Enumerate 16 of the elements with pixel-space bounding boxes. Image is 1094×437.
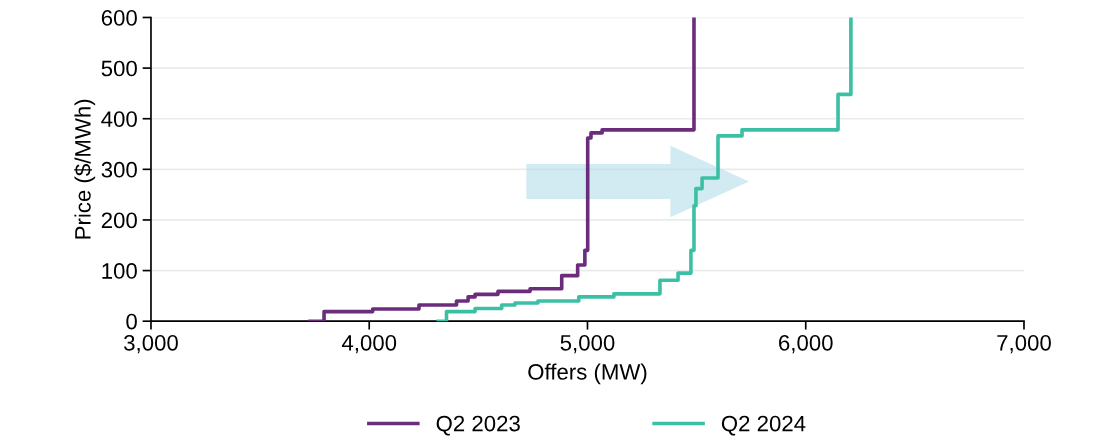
x-tick-label: 3,000 (124, 334, 178, 354)
x-tick-label: 7,000 (997, 334, 1051, 354)
y-axis-title: Price ($/MWh) (74, 99, 96, 239)
y-tick-label: 0 (126, 313, 137, 330)
y-tick-label: 600 (101, 10, 137, 26)
y-tick-label: 100 (102, 263, 137, 279)
y-tick-label: 400 (101, 111, 137, 127)
y-tick-label: 300 (101, 161, 137, 178)
legend-label: Q2 2023 (436, 415, 520, 436)
y-tick-label: 500 (101, 60, 137, 77)
x-tick-label: 5,000 (560, 334, 615, 354)
x-tick-label: 4,000 (341, 334, 397, 354)
y-tick-label: 200 (101, 212, 137, 229)
x-axis-title: Offers (MW) (528, 363, 647, 385)
x-tick-label: 6,000 (779, 334, 833, 354)
legend-label: Q2 2024 (721, 415, 806, 436)
